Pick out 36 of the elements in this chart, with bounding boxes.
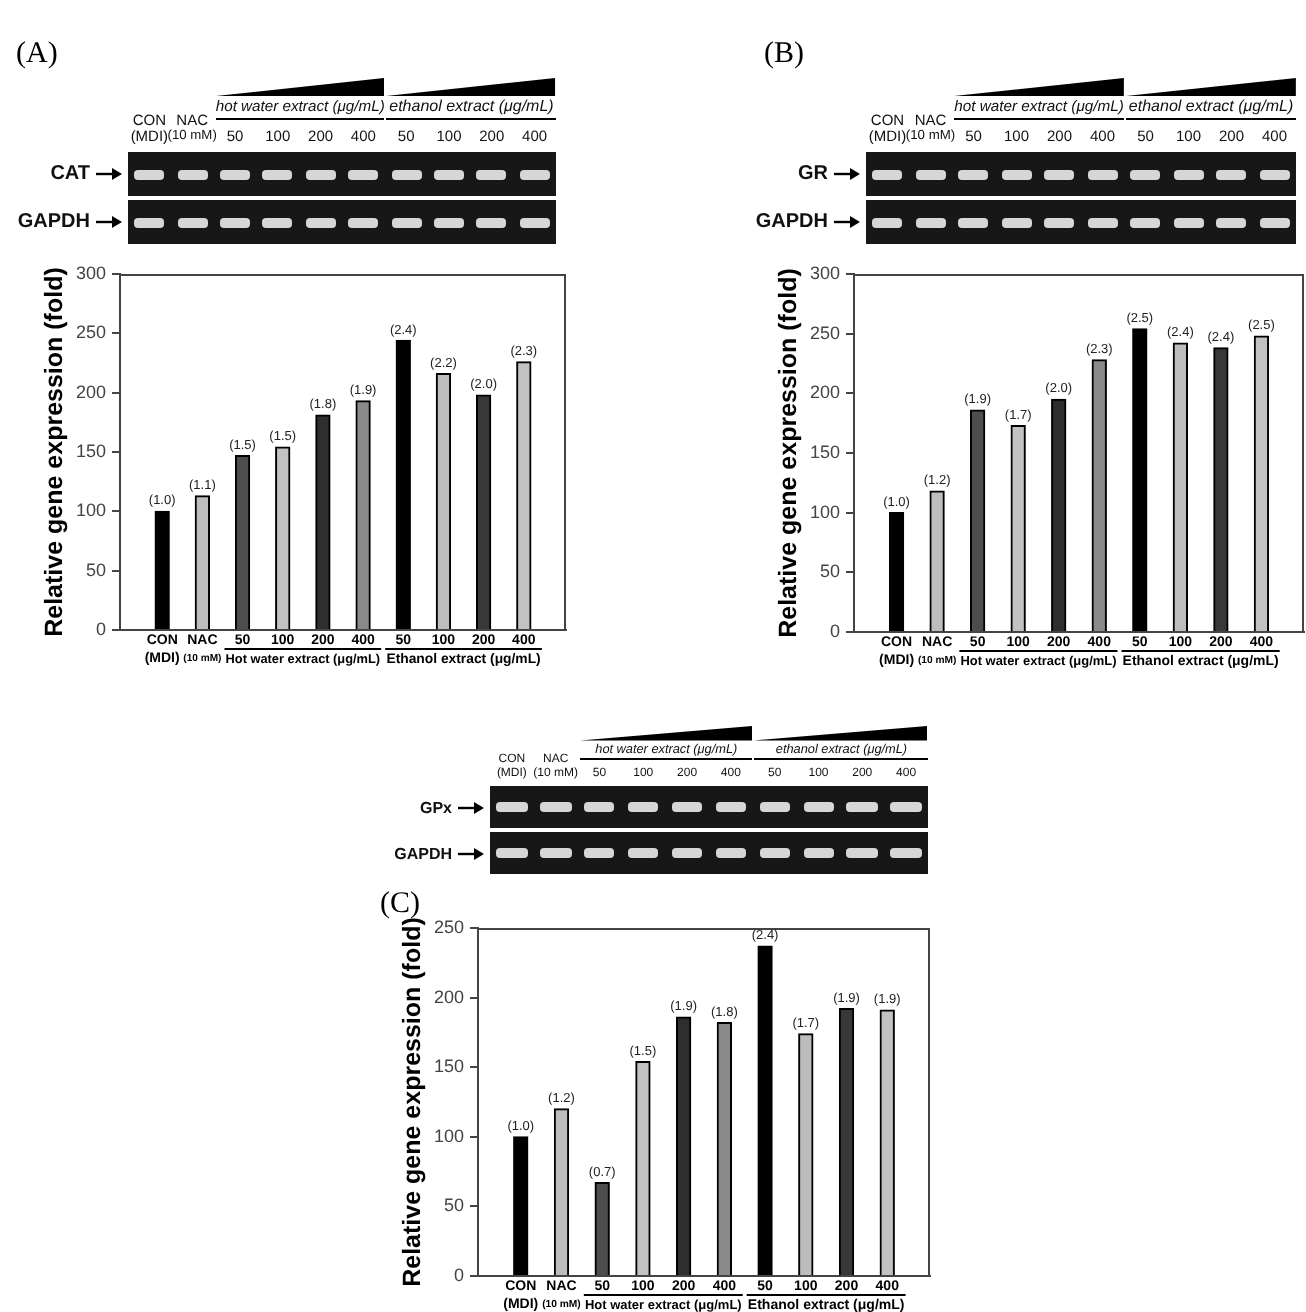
y-tick-label: 150 bbox=[433, 1056, 464, 1077]
bar bbox=[757, 945, 773, 1275]
y-tick-label: 200 bbox=[433, 986, 464, 1007]
y-tick-label: 200 bbox=[75, 381, 106, 402]
y-tick-label: 100 bbox=[75, 500, 106, 521]
y-tick-label: 100 bbox=[809, 501, 840, 522]
y-tick-label: 0 bbox=[453, 1264, 464, 1285]
y-tick-label: 250 bbox=[75, 322, 106, 343]
y-tick-label: 250 bbox=[809, 322, 840, 343]
text: GAPDH bbox=[755, 211, 828, 233]
text: GR bbox=[798, 163, 828, 185]
y-tick-label: 150 bbox=[75, 440, 106, 461]
text: ethanol extract (μg/mL) bbox=[389, 97, 554, 115]
y-tick-label: 0 bbox=[95, 618, 106, 639]
y-tick-label: 50 bbox=[443, 1195, 464, 1216]
y-tick-label: 150 bbox=[809, 441, 840, 462]
y-axis-title: Relative gene expression (fold) bbox=[397, 917, 426, 1287]
chart-title: (B) bbox=[764, 38, 804, 72]
y-tick-label: 300 bbox=[75, 262, 106, 283]
y-axis-title: Relative gene expression (fold) bbox=[773, 268, 802, 638]
text: ethanol extract (μg/mL) bbox=[1128, 97, 1294, 115]
text: GPx bbox=[419, 798, 452, 816]
chart-title: (C) bbox=[380, 888, 420, 920]
text: GAPDH bbox=[17, 211, 90, 233]
y-tick-label: 200 bbox=[809, 382, 840, 403]
y-axis-title: Relative gene expression (fold) bbox=[39, 267, 68, 637]
y-tick-label: 250 bbox=[433, 916, 464, 937]
y-tick-label: 50 bbox=[819, 561, 840, 582]
y-tick-label: 300 bbox=[809, 262, 840, 283]
y-tick-label: 100 bbox=[433, 1125, 464, 1146]
y-tick-label: 50 bbox=[85, 559, 106, 580]
y-tick-label: 0 bbox=[829, 620, 840, 641]
text: CAT bbox=[50, 163, 90, 185]
text: GAPDH bbox=[394, 844, 452, 862]
bar bbox=[513, 1136, 529, 1275]
chart-title: (A) bbox=[16, 38, 58, 72]
